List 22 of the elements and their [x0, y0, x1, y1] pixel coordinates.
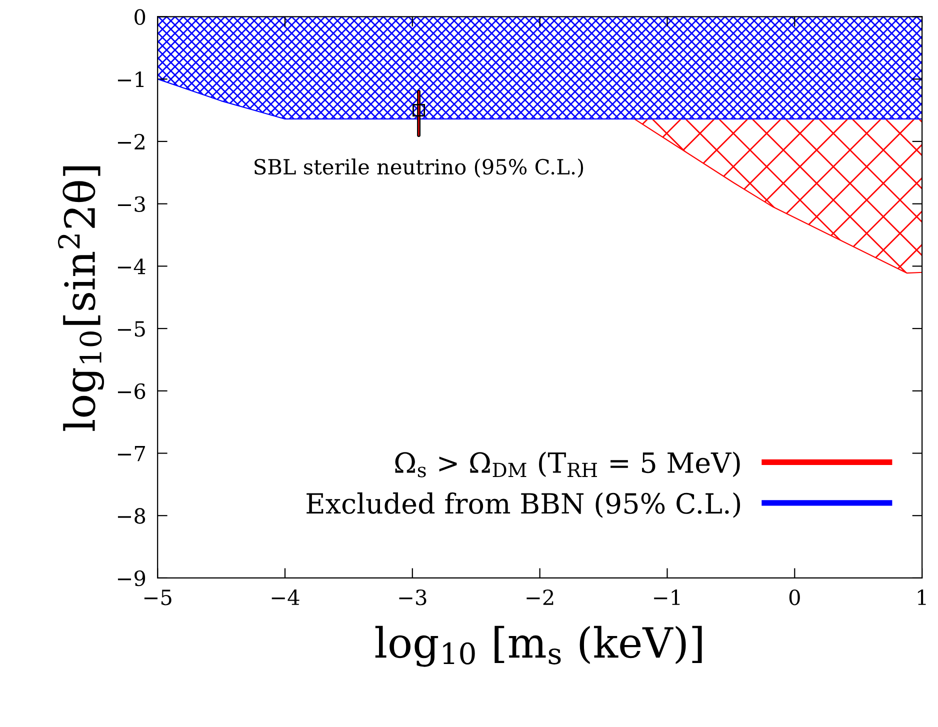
- y-tick-label: −9: [118, 570, 146, 586]
- y-tick-label: −3: [118, 196, 145, 212]
- x-axis-title: log$_{10}$ [m$_{s}$ (keV)]: [375, 626, 702, 667]
- legend-label: Excluded from BBN (95% C.L.): [306, 492, 740, 518]
- x-tick-label: −2: [526, 589, 554, 605]
- x-tick-label: −1: [654, 589, 680, 605]
- x-tick-label: −3: [399, 589, 426, 606]
- y-tick-label: −2: [118, 134, 144, 150]
- y-tick-label: −8: [118, 508, 146, 524]
- y-tick-label: −6: [118, 383, 146, 400]
- y-tick-label: −7: [118, 446, 145, 462]
- x-tick-label: 0: [789, 589, 800, 606]
- y-tick-label: 0: [134, 9, 146, 25]
- y-tick-label: −5: [118, 321, 145, 337]
- y-tick-label: −1: [118, 72, 144, 87]
- legend-label: Ω$_{s}$ > Ω$_{DM}$ (T$_{RH}$ = 5 MeV): [395, 452, 740, 478]
- x-tick-label: −4: [272, 589, 300, 605]
- x-tick-label: 1: [918, 589, 926, 605]
- y-axis-title: log$_{10}$[sin$^{2}$2θ]: [58, 166, 104, 431]
- y-tick-label: −4: [118, 258, 146, 274]
- annotation: SBL sterile neutrino (95% C.L.): [254, 158, 584, 178]
- x-tick-label: −5: [144, 590, 172, 606]
